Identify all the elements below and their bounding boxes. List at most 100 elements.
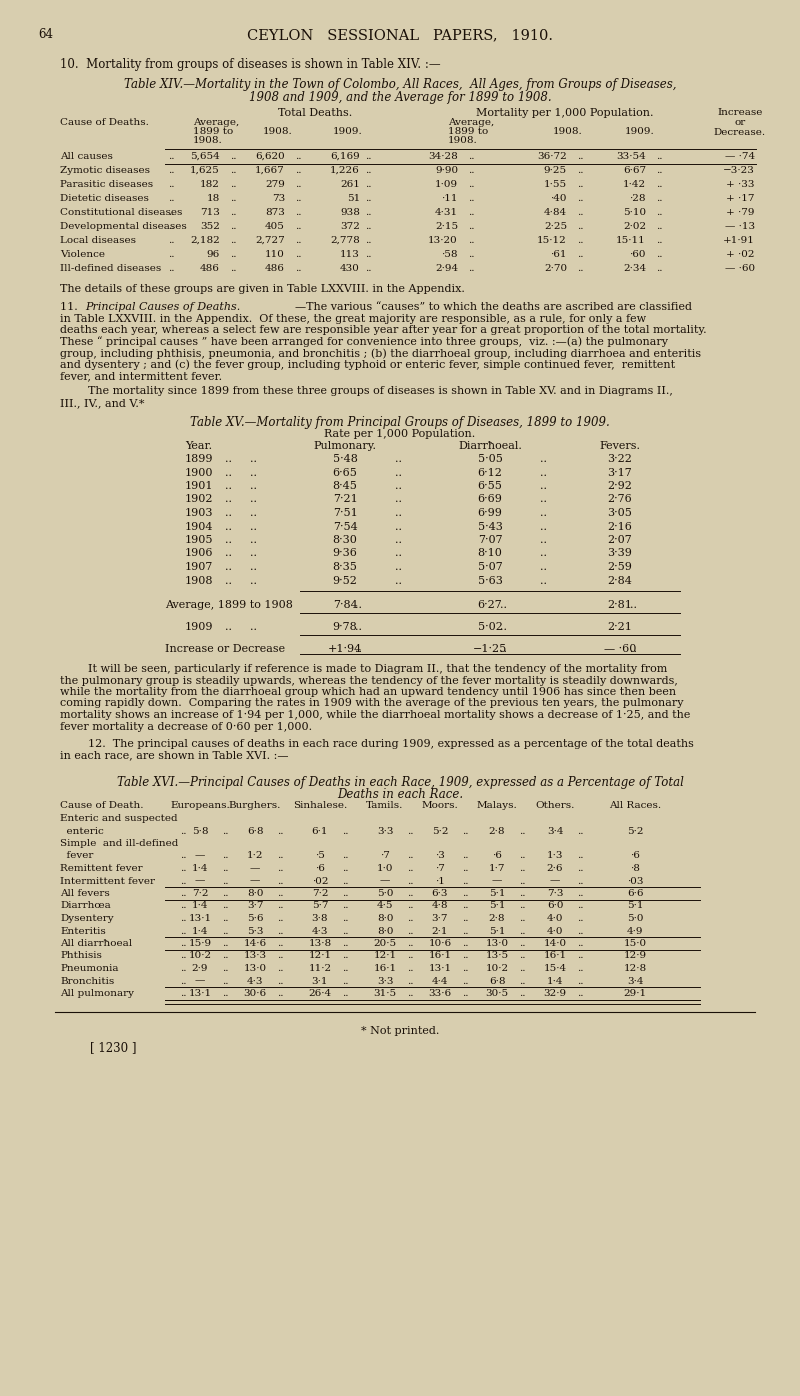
Text: 7·2: 7·2 [192,889,208,898]
Text: Year.: Year. [185,441,212,451]
Text: 6,169: 6,169 [330,152,360,161]
Text: 873: 873 [265,208,285,216]
Text: [ 1230 ]: [ 1230 ] [90,1041,137,1054]
Text: 1·4: 1·4 [192,927,208,935]
Text: ..: .. [222,988,229,998]
Text: All Races.: All Races. [609,801,661,810]
Text: 4·3: 4·3 [246,976,263,986]
Text: in Table LXXVIII. in the Appendix.  Of these, the great majority are responsible: in Table LXXVIII. in the Appendix. Of th… [60,314,646,324]
Text: 2·76: 2·76 [608,494,632,504]
Text: 3·17: 3·17 [608,468,632,477]
Text: ..: .. [365,180,371,188]
Text: ..: .. [342,914,349,923]
Text: 32·9: 32·9 [543,988,566,998]
Text: ..: .. [180,889,186,898]
Text: 7·07: 7·07 [478,535,502,544]
Text: 13·8: 13·8 [309,940,331,948]
Text: ..: .. [468,264,474,274]
Text: —: — [380,877,390,885]
Text: Enteric and suspected: Enteric and suspected [60,814,178,824]
Text: ..: .. [225,482,232,491]
Text: ..: .. [365,152,371,161]
Text: 2·8: 2·8 [489,914,506,923]
Text: ..: .. [222,852,229,860]
Text: ..: .. [342,952,349,960]
Text: 8·0: 8·0 [246,889,263,898]
Text: Average,: Average, [193,119,239,127]
Text: ..: .. [577,902,583,910]
Text: ..: .. [468,222,474,230]
Text: ..: .. [540,482,547,491]
Text: 1899 to: 1899 to [193,127,234,135]
Text: ..: .. [225,623,232,632]
Text: — ·13: — ·13 [725,222,755,230]
Text: Ill-defined diseases: Ill-defined diseases [60,264,162,274]
Text: ..: .. [250,575,257,585]
Text: + ·33: + ·33 [726,180,755,188]
Text: 1906: 1906 [185,549,214,558]
Text: 6·1: 6·1 [312,826,328,835]
Text: 15·12: 15·12 [538,236,567,246]
Text: 1908: 1908 [185,575,214,585]
Text: + ·17: + ·17 [726,194,755,202]
Text: ..: .. [180,877,186,885]
Text: 13·1: 13·1 [429,965,451,973]
Text: ..: .. [342,902,349,910]
Text: 9·52: 9·52 [333,575,358,585]
Text: ..: .. [577,152,583,161]
Text: 14·6: 14·6 [243,940,266,948]
Text: 12·1: 12·1 [309,952,331,960]
Text: 5·10: 5·10 [623,208,646,216]
Text: ..: .. [365,250,371,260]
Text: ..: .. [656,152,662,161]
Text: 4·0: 4·0 [546,914,563,923]
Text: ..: .. [342,927,349,935]
Text: ..: .. [250,508,257,518]
Text: 5·1: 5·1 [489,889,506,898]
Text: 5·1: 5·1 [626,902,643,910]
Text: −1·25: −1·25 [473,644,507,653]
Text: 15·11: 15·11 [616,236,646,246]
Text: 1901: 1901 [185,482,214,491]
Text: ..: .. [230,250,237,260]
Text: ..: .. [395,508,402,518]
Text: 9·25: 9·25 [544,166,567,174]
Text: ·7: ·7 [435,864,445,872]
Text: 96: 96 [206,250,220,260]
Text: ..: .. [577,927,583,935]
Text: — ·60: — ·60 [725,264,755,274]
Text: ..: .. [540,508,547,518]
Text: 6·6: 6·6 [626,889,643,898]
Text: ..: .. [468,208,474,216]
Text: 8·30: 8·30 [333,535,358,544]
Text: 8·10: 8·10 [478,549,502,558]
Text: ..: .. [407,940,414,948]
Text: Simple  and ill-defined: Simple and ill-defined [60,839,178,847]
Text: ..: .. [395,494,402,504]
Text: ..: .. [180,826,186,835]
Text: ..: .. [395,522,402,532]
Text: 2·1: 2·1 [432,927,448,935]
Text: Pulmonary.: Pulmonary. [314,441,377,451]
Text: 1·55: 1·55 [544,180,567,188]
Text: ..: .. [295,166,302,174]
Text: 3·7: 3·7 [246,902,263,910]
Text: ..: .. [577,952,583,960]
Text: ..: .. [295,152,302,161]
Text: ..: .. [342,826,349,835]
Text: III., IV., and V.*: III., IV., and V.* [60,398,145,408]
Text: 11.: 11. [60,302,85,311]
Text: —: — [250,877,260,885]
Text: 13·20: 13·20 [428,236,458,246]
Text: ..: .. [519,889,526,898]
Text: 3·05: 3·05 [607,508,633,518]
Text: Fevers.: Fevers. [599,441,641,451]
Text: ..: .. [577,194,583,202]
Text: ..: .. [277,976,283,986]
Text: ..: .. [540,494,547,504]
Text: 1·4: 1·4 [192,864,208,872]
Text: ..: .. [168,180,174,188]
Text: ·8: ·8 [630,864,640,872]
Text: 2·92: 2·92 [607,482,633,491]
Text: ..: .. [230,180,237,188]
